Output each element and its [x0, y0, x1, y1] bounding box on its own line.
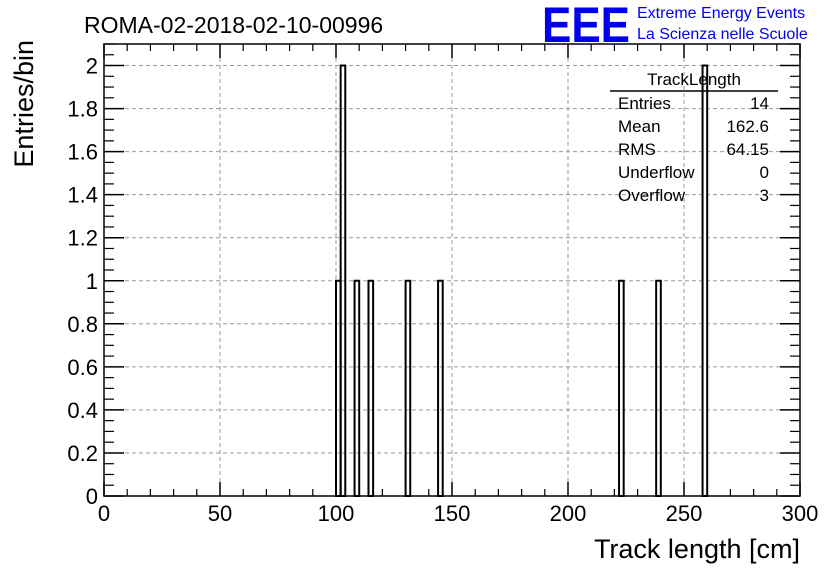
stats-value: 64.15	[726, 140, 769, 159]
stats-label: Entries	[618, 94, 671, 113]
stats-rows: Entries 14 Mean 162.6 RMS 64.15 Underflow 0 Over…	[618, 94, 769, 205]
y-tick-label: 0.6	[67, 355, 98, 380]
y-tick-label: 1	[86, 269, 98, 294]
x-tick-labels: 0 50 100 150 200 250 300	[98, 501, 818, 526]
logo-line-2: La Scienza nelle Scuole	[637, 26, 808, 43]
x-tick-label: 200	[550, 501, 587, 526]
y-tick-label: 1.4	[67, 183, 98, 208]
stats-label: Underflow	[618, 163, 695, 182]
grid	[104, 44, 800, 496]
y-tick-label: 0	[86, 484, 98, 509]
y-tick-label: 1.6	[67, 140, 98, 165]
y-tick-label: 2	[86, 54, 98, 79]
x-tick-label: 0	[98, 501, 110, 526]
stats-label: RMS	[618, 140, 656, 159]
axis-ticks	[103, 43, 801, 497]
x-tick-label: 250	[666, 501, 703, 526]
x-tick-label: 100	[318, 501, 355, 526]
x-tick-label: 150	[434, 501, 471, 526]
x-tick-label: 50	[208, 501, 232, 526]
histogram-bars	[335, 64, 709, 498]
x-tick-label: 300	[782, 501, 819, 526]
y-tick-label: 0.2	[67, 441, 98, 466]
y-tick-label: 0.4	[67, 398, 98, 423]
logo-line-1: Extreme Energy Events	[637, 5, 805, 22]
stats-value: 162.6	[726, 117, 769, 136]
stats-box: TrackLength Entries 14 Mean 162.6 RMS 64.15 Un…	[610, 70, 778, 205]
stats-value: 14	[750, 94, 769, 113]
stats-value: 3	[760, 186, 769, 205]
y-tick-label: 1.2	[67, 226, 98, 251]
y-tick-labels: 0 0.2 0.4 0.6 0.8 1 1.2 1.4 1.6 1.8 2	[67, 54, 98, 509]
eee-logo-text: EEE	[542, 0, 630, 53]
stats-value: 0	[760, 163, 769, 182]
y-tick-label: 0.8	[67, 312, 98, 337]
chart-title: ROMA-02-2018-02-10-00996	[84, 12, 383, 38]
y-tick-label: 1.8	[67, 97, 98, 122]
y-axis-title: Entries/bin	[9, 40, 39, 168]
x-axis-title: Track length [cm]	[594, 534, 800, 564]
stats-label: Overflow	[618, 186, 686, 205]
stats-name: TrackLength	[647, 70, 741, 89]
stats-label: Mean	[618, 117, 661, 136]
